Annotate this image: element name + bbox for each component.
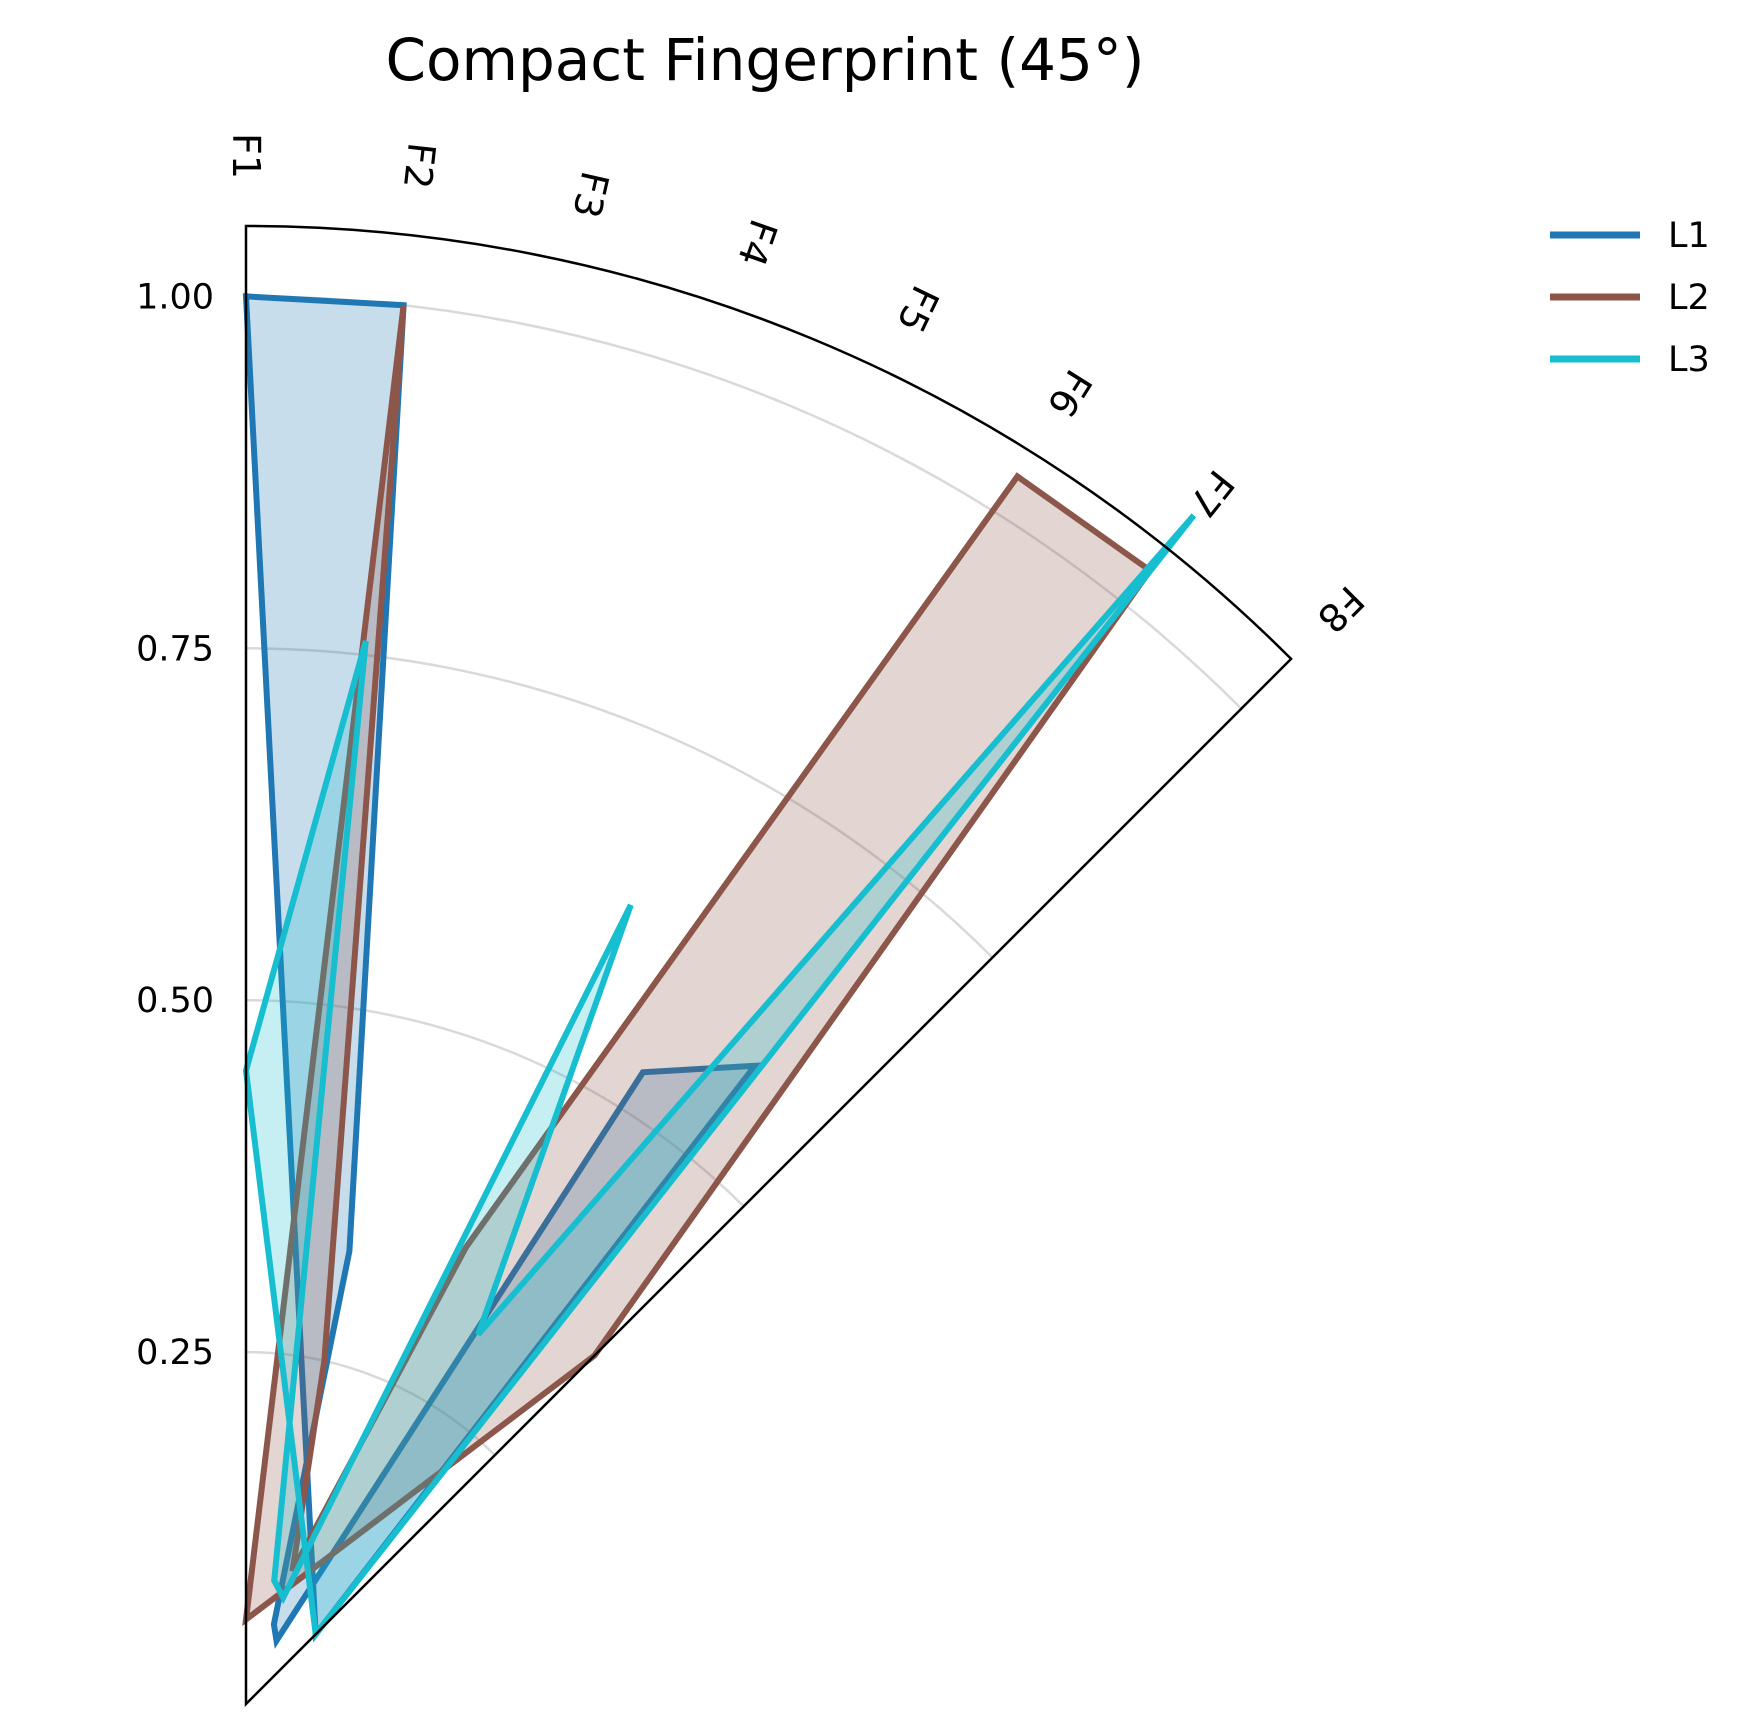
series-l2-polygon [242,304,1155,1627]
legend-label-l3: L3 [1668,340,1710,380]
series-l3-polygon [242,513,1197,1642]
r-tick-label: 1.00 [136,277,214,317]
r-tick-label: 0.50 [136,981,214,1021]
legend: L1 L2 L3 [1550,216,1710,380]
polar-frame [244,224,1293,1708]
chart-title: Compact Fingerprint (45°) [385,26,1144,94]
r-tick-label: 0.75 [136,629,214,669]
r-tick-label: 0.25 [136,1333,214,1373]
polar-frame-outline [244,224,1293,1708]
category-label-f5: F5 [888,279,948,340]
category-label-f7: F7 [1180,462,1243,525]
legend-label-l1: L1 [1668,216,1710,256]
category-label-f6: F6 [1039,362,1101,424]
category-label-f8: F8 [1309,578,1373,642]
category-label-f1: F1 [224,133,268,179]
category-label-f4: F4 [729,214,786,272]
series-layer [242,293,1197,1649]
radial-tick-labels: 0.25 0.50 0.75 1.00 [136,277,214,1373]
category-label-f2: F2 [395,140,444,191]
legend-label-l2: L2 [1668,278,1710,318]
category-label-f3: F3 [564,167,617,222]
